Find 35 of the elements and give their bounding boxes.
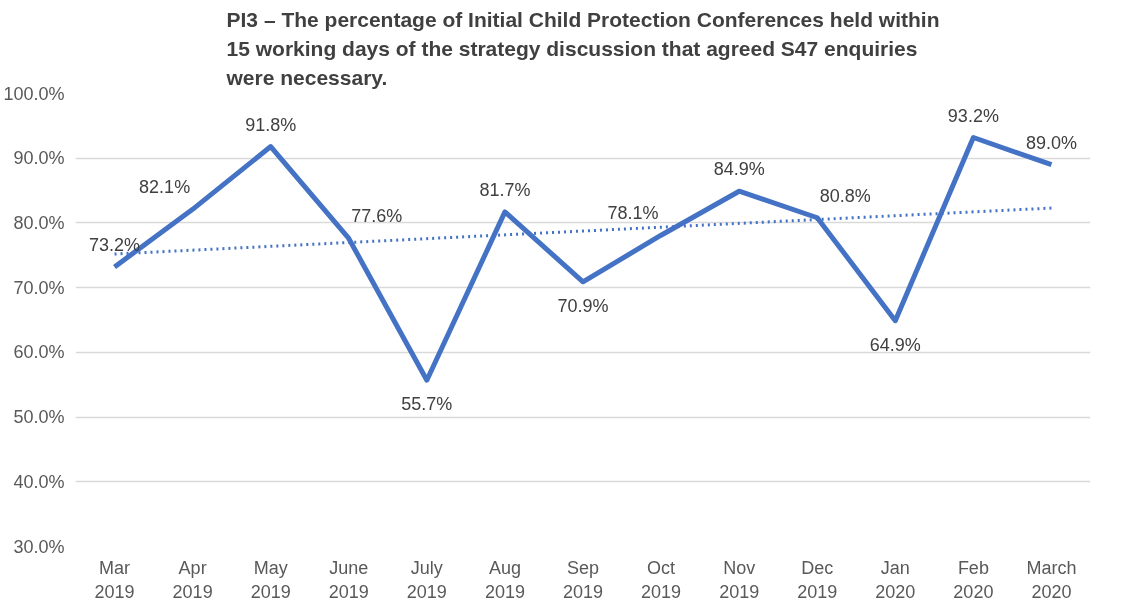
x-tick-label: Feb 2020 bbox=[953, 557, 994, 602]
x-tick-label: Aug 2019 bbox=[484, 557, 525, 602]
y-tick-label: 100.0% bbox=[3, 83, 65, 104]
x-tick-label: March 2020 bbox=[1026, 557, 1077, 602]
data-label: 78.1% bbox=[607, 203, 659, 224]
data-label: 89.0% bbox=[1025, 132, 1077, 153]
x-tick-label: Sep 2019 bbox=[562, 557, 604, 602]
y-tick-label: 30.0% bbox=[13, 536, 65, 557]
y-tick-label: 40.0% bbox=[13, 471, 65, 492]
x-tick-label: Mar 2019 bbox=[94, 557, 135, 602]
y-tick-label: 90.0% bbox=[13, 148, 65, 169]
data-label: 82.1% bbox=[139, 177, 191, 198]
x-tick-label: July 2019 bbox=[406, 557, 447, 602]
data-label: 55.7% bbox=[401, 394, 453, 415]
data-label: 84.9% bbox=[713, 159, 765, 180]
data-label: 70.9% bbox=[557, 295, 609, 316]
x-tick-label: Apr 2019 bbox=[172, 557, 213, 602]
y-tick-label: 70.0% bbox=[13, 277, 65, 298]
y-tick-label: 50.0% bbox=[13, 407, 65, 428]
data-label: 77.6% bbox=[351, 206, 403, 227]
data-label: 93.2% bbox=[947, 105, 999, 126]
x-tick-label: Jan 2020 bbox=[875, 557, 916, 602]
y-tick-label: 80.0% bbox=[13, 212, 65, 233]
data-label: 80.8% bbox=[819, 185, 871, 206]
data-label: 73.2% bbox=[89, 234, 141, 255]
chart-title: PI3 – The percentage of Initial Child Protection Conferences held within 15 working days of the strategy discussion that agreed S47 enquiries were necessary. bbox=[225, 8, 940, 89]
data-label: 91.8% bbox=[245, 114, 297, 135]
x-tick-label: June 2019 bbox=[328, 557, 369, 602]
x-tick-label: May 2019 bbox=[250, 557, 291, 602]
y-tick-label: 60.0% bbox=[13, 342, 65, 363]
x-tick-label: Nov 2019 bbox=[719, 557, 760, 602]
x-tick-label: Dec 2019 bbox=[797, 557, 838, 602]
data-label: 64.9% bbox=[869, 334, 921, 355]
x-tick-label: Oct 2019 bbox=[641, 557, 682, 602]
data-label: 81.7% bbox=[479, 179, 531, 200]
